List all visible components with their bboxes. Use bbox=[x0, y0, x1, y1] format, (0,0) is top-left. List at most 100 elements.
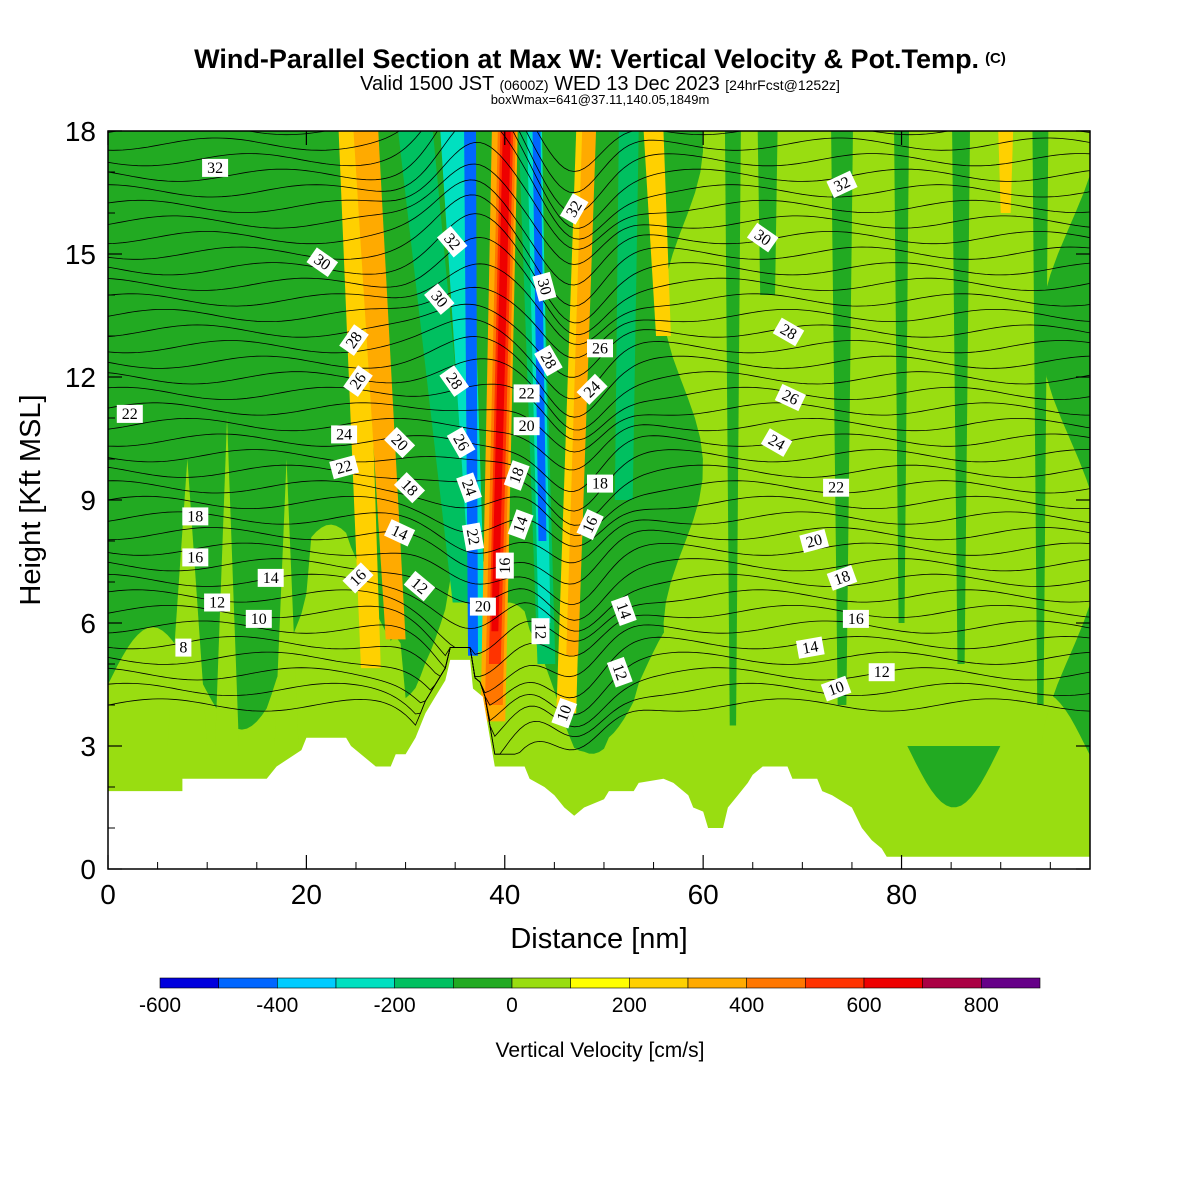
colorbar-swatch bbox=[980, 977, 1041, 989]
theta-label: 24 bbox=[576, 373, 608, 405]
theta-label-box bbox=[182, 507, 209, 526]
theta-label-box bbox=[774, 383, 806, 412]
green-streak bbox=[724, 131, 741, 726]
theta-label: 12 bbox=[606, 656, 633, 688]
theta-label-box bbox=[342, 562, 374, 594]
theta-label: 10 bbox=[245, 609, 272, 628]
theta-label-box bbox=[343, 365, 373, 397]
theta-label-text: 12 bbox=[609, 662, 630, 683]
theta-contour bbox=[108, 402, 1090, 453]
theta-label-text: 18 bbox=[506, 465, 527, 486]
theta-label-text: 18 bbox=[592, 476, 608, 493]
colorbar-swatch bbox=[276, 977, 337, 989]
theta-contour bbox=[108, 163, 1090, 265]
theta-label: 16 bbox=[576, 509, 604, 541]
y-tick-label: 3 bbox=[80, 731, 96, 762]
theta-label-text: 14 bbox=[263, 570, 279, 587]
theta-label: 12 bbox=[531, 618, 550, 645]
theta-label: 8 bbox=[175, 638, 192, 657]
theta-contour bbox=[108, 131, 1090, 240]
theta-contour bbox=[108, 131, 1090, 229]
theta-label-box bbox=[507, 509, 534, 540]
theta-label: 20 bbox=[799, 528, 830, 554]
theta-contour bbox=[108, 358, 1090, 431]
theta-label: 16 bbox=[842, 609, 869, 628]
theta-label: 26 bbox=[774, 383, 806, 412]
theta-label: 12 bbox=[868, 663, 895, 682]
theta-label-box bbox=[439, 365, 470, 397]
theta-label: 16 bbox=[182, 548, 209, 567]
theta-label-text: 12 bbox=[532, 623, 549, 639]
theta-contour bbox=[108, 336, 1090, 418]
theta-label-text: 14 bbox=[510, 514, 531, 535]
theta-label-box bbox=[587, 339, 613, 358]
colorbar-swatch bbox=[687, 977, 748, 989]
colorbar-tick-label: 800 bbox=[964, 994, 999, 1017]
theta-label-text: 20 bbox=[519, 418, 535, 435]
colorbar-swatch bbox=[628, 977, 689, 989]
theta-label-text: 28 bbox=[537, 350, 560, 372]
theta-label-text: 12 bbox=[874, 664, 890, 681]
theta-label-box bbox=[823, 478, 850, 497]
theta-label-text: 32 bbox=[563, 198, 586, 220]
theta-label-box bbox=[306, 247, 339, 278]
theta-contour bbox=[108, 237, 1090, 336]
vv-band bbox=[998, 131, 1014, 213]
theta-label: 22 bbox=[116, 404, 143, 423]
theta-label-text: 16 bbox=[848, 611, 864, 628]
vv-band bbox=[643, 131, 671, 336]
theta-label-box bbox=[576, 509, 604, 541]
theta-contour bbox=[108, 647, 1090, 755]
theta-label-text: 30 bbox=[534, 277, 555, 297]
theta-contour bbox=[108, 433, 1090, 492]
theta-label-text: 28 bbox=[442, 370, 465, 393]
theta-label-text: 22 bbox=[122, 406, 138, 423]
theta-label-box bbox=[446, 426, 476, 459]
theta-label-box bbox=[331, 425, 358, 444]
y-tick-label: 0 bbox=[80, 854, 96, 885]
theta-label-box bbox=[436, 225, 468, 258]
left-light-green-tongue bbox=[215, 418, 239, 746]
colorbar-swatch bbox=[218, 977, 278, 989]
vv-band bbox=[353, 131, 406, 640]
colorbar-tick-label: 600 bbox=[846, 994, 881, 1017]
theta-label-box bbox=[587, 474, 613, 493]
y-tick-label: 18 bbox=[65, 116, 96, 147]
theta-label: 12 bbox=[403, 570, 436, 602]
valid-time-line: Valid 1500 JST (0600Z) WED 13 Dec 2023 [… bbox=[0, 73, 1200, 96]
theta-label-text: 32 bbox=[831, 174, 853, 196]
theta-label-text: 18 bbox=[832, 568, 853, 589]
theta-label: 32 bbox=[559, 193, 589, 225]
theta-label-text: 14 bbox=[389, 522, 411, 544]
theta-label-text: 10 bbox=[251, 611, 267, 628]
theta-label-text: 24 bbox=[765, 432, 787, 455]
theta-label-box bbox=[469, 597, 496, 616]
theta-label-text: 16 bbox=[579, 514, 601, 536]
vv-band bbox=[532, 131, 547, 541]
green-streak bbox=[952, 131, 970, 664]
axes: 0 20 40 60 80 0 3 6 9 12 15 18 bbox=[65, 116, 1090, 910]
theta-label-box bbox=[531, 618, 550, 645]
theta-contour bbox=[108, 131, 1090, 172]
colorbar-swatch bbox=[922, 977, 982, 989]
colorbar-tick-label: 400 bbox=[729, 994, 764, 1017]
theta-contour bbox=[108, 620, 1090, 694]
theta-label-box bbox=[182, 548, 209, 567]
green-streak bbox=[831, 131, 853, 705]
theta-label-text: 22 bbox=[828, 480, 844, 497]
theta-label-box bbox=[384, 519, 416, 547]
theta-label-text: 30 bbox=[311, 251, 334, 274]
theta-label-box bbox=[257, 568, 284, 587]
vv-band bbox=[757, 131, 778, 295]
theta-label-box bbox=[384, 427, 416, 459]
valid-utc: (0600Z) bbox=[499, 77, 549, 93]
theta-contour bbox=[108, 417, 1090, 471]
theta-label-box bbox=[175, 638, 192, 657]
colorbar-tick-label: -400 bbox=[256, 994, 298, 1017]
colorbar-tick-label: -600 bbox=[139, 994, 181, 1017]
vv-band bbox=[614, 131, 639, 500]
theta-label-box bbox=[760, 428, 793, 457]
x-tick-label: 0 bbox=[100, 879, 116, 910]
theta-contour bbox=[108, 131, 1090, 194]
colorbar-tick-label: 200 bbox=[612, 994, 647, 1017]
